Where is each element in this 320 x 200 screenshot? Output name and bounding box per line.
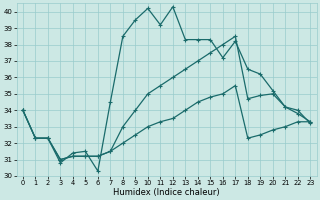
X-axis label: Humidex (Indice chaleur): Humidex (Indice chaleur)	[113, 188, 220, 197]
